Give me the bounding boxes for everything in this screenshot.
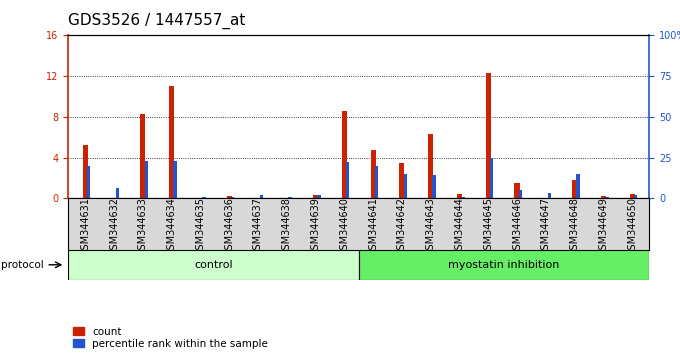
Bar <box>260 195 263 198</box>
Bar <box>490 158 494 198</box>
Bar <box>87 166 90 198</box>
Bar <box>371 150 375 198</box>
Bar <box>461 196 464 198</box>
Bar <box>605 196 609 198</box>
Bar <box>514 183 520 198</box>
Bar <box>630 194 634 198</box>
Bar <box>634 195 637 198</box>
Text: protocol: protocol <box>1 260 44 270</box>
Bar <box>346 162 350 198</box>
Text: myostatin inhibition: myostatin inhibition <box>448 260 560 270</box>
Text: control: control <box>194 260 233 270</box>
Bar <box>145 161 148 198</box>
Bar <box>313 195 318 198</box>
Bar <box>457 194 462 198</box>
FancyBboxPatch shape <box>68 250 359 280</box>
Bar <box>399 162 405 198</box>
Bar <box>486 73 491 198</box>
Bar <box>600 196 606 198</box>
Bar <box>342 111 347 198</box>
Bar <box>572 180 577 198</box>
Bar <box>375 166 378 198</box>
Bar <box>519 190 522 198</box>
Bar <box>202 196 205 198</box>
Bar <box>318 195 321 198</box>
Bar <box>231 196 235 198</box>
Bar <box>116 188 119 198</box>
Bar <box>173 161 177 198</box>
FancyBboxPatch shape <box>359 250 649 280</box>
Text: GDS3526 / 1447557_at: GDS3526 / 1447557_at <box>68 12 245 29</box>
Bar <box>140 114 146 198</box>
Bar <box>547 193 551 198</box>
Bar <box>428 134 433 198</box>
Bar <box>576 174 580 198</box>
Bar <box>169 86 174 198</box>
Legend: count, percentile rank within the sample: count, percentile rank within the sample <box>73 327 268 349</box>
Bar <box>404 174 407 198</box>
Bar <box>83 145 88 198</box>
Bar <box>288 196 292 198</box>
Bar <box>226 196 232 198</box>
Bar <box>432 176 436 198</box>
